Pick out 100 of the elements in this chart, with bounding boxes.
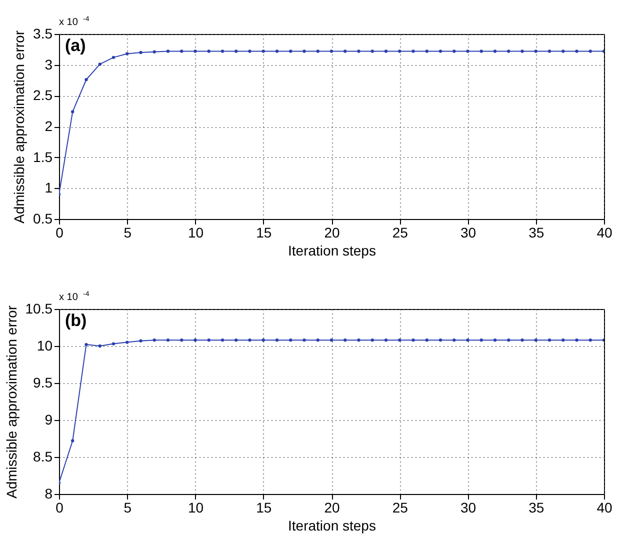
point (289, 50, 292, 53)
y-axis-title: Admissible approximation error (11, 30, 28, 224)
point (194, 50, 197, 53)
point (452, 50, 456, 53)
point (507, 338, 510, 342)
point (370, 338, 374, 342)
y-axis-title: Admissible approximation error (3, 305, 20, 498)
point (139, 50, 142, 54)
point (575, 338, 578, 342)
point (248, 50, 252, 53)
point (357, 50, 360, 53)
point (180, 338, 184, 342)
x-tick-label: 25 (392, 224, 408, 240)
point (262, 50, 265, 53)
point (588, 338, 592, 342)
point (344, 338, 347, 342)
y-tick-label: 10.5 (25, 300, 53, 316)
point (180, 50, 184, 53)
annotation: (b) (65, 311, 87, 330)
point (220, 338, 224, 342)
point (302, 338, 306, 342)
point (438, 338, 442, 342)
y-tick-label: 8 (44, 486, 53, 502)
x-tick-label: 10 (188, 500, 204, 516)
x-tick-label: 35 (528, 224, 544, 240)
point (520, 50, 524, 53)
point (412, 50, 415, 53)
point (248, 338, 252, 342)
point (289, 338, 292, 342)
point (562, 338, 565, 342)
point (480, 50, 483, 53)
point (575, 50, 578, 53)
point (384, 50, 388, 53)
point (234, 50, 238, 53)
point (330, 50, 334, 53)
point (302, 50, 306, 53)
x-tick-label: 15 (256, 224, 272, 240)
x-axis-title: Iteration steps (288, 518, 376, 534)
y-tick-label: 1.5 (33, 148, 53, 165)
point (384, 338, 388, 342)
x-tick-label: 5 (124, 224, 132, 240)
point (316, 338, 320, 342)
line-series (59, 338, 604, 484)
x-tick-label: 35 (528, 500, 544, 516)
point (71, 439, 74, 442)
point (425, 50, 428, 53)
point (112, 56, 116, 60)
point (438, 50, 442, 53)
x-tick-label: 10 (188, 224, 204, 240)
point (534, 338, 538, 342)
point (344, 50, 347, 53)
point (493, 50, 497, 53)
point (562, 50, 565, 53)
y-tick-label: 0.5 (33, 210, 53, 226)
y-tick-label: 1 (44, 180, 53, 196)
point (139, 339, 142, 342)
point (330, 338, 334, 342)
y-tick-label: 3.5 (33, 26, 53, 42)
point (275, 338, 279, 342)
point (466, 50, 470, 53)
point (316, 50, 320, 53)
y-tick-label: 9 (44, 412, 53, 428)
point (220, 50, 224, 53)
point (126, 340, 129, 344)
x-tick-label: 0 (56, 224, 64, 240)
y-tick-label: 9.5 (33, 374, 53, 390)
point (98, 62, 102, 66)
point (207, 338, 210, 342)
annotation: (a) (65, 36, 86, 55)
point (152, 50, 156, 54)
point (548, 338, 552, 342)
point (84, 342, 88, 346)
point (275, 50, 279, 53)
point (507, 50, 510, 53)
x-tick-label: 30 (460, 500, 476, 516)
point (71, 110, 74, 114)
point (548, 50, 552, 53)
point (370, 50, 374, 53)
x-tick-label: 40 (596, 224, 612, 240)
point (166, 50, 170, 53)
point (357, 338, 360, 342)
point (588, 50, 592, 53)
point (262, 338, 265, 342)
point (84, 78, 88, 82)
y-tick-label: 2.5 (33, 87, 53, 104)
point (98, 344, 102, 348)
point (452, 338, 456, 342)
x-tick-label: 5 (124, 500, 132, 516)
point (194, 338, 197, 342)
point (412, 338, 415, 342)
x-tick-label: 30 (460, 224, 476, 240)
x-tick-label: 0 (56, 500, 64, 516)
point (520, 338, 524, 342)
y-tick-label: 10 (36, 338, 53, 354)
point (166, 338, 170, 342)
point (152, 338, 156, 342)
x-tick-label: 20 (324, 224, 340, 240)
point (493, 338, 497, 342)
point (234, 338, 238, 342)
point (425, 338, 428, 342)
